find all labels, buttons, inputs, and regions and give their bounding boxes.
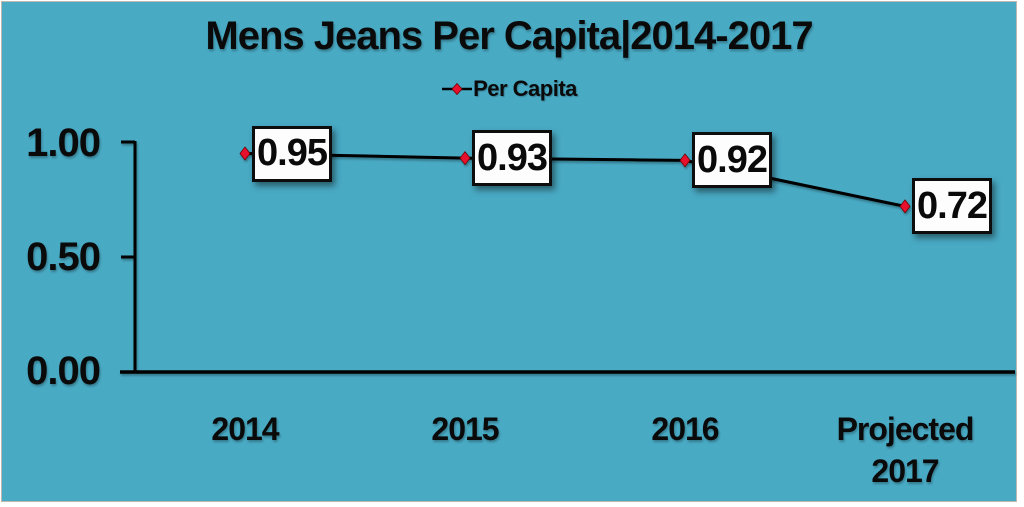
data-label: 0.93 xyxy=(472,130,552,187)
data-label: 0.95 xyxy=(252,125,332,182)
chart-title: Mens Jeans Per Capita|2014-2017 xyxy=(205,14,813,58)
x-axis-category-label: 2016 xyxy=(651,411,719,447)
data-point-diamond-icon xyxy=(459,150,471,166)
x-axis-category-label: Projected 2017 xyxy=(836,411,975,489)
data-label: 0.72 xyxy=(912,178,992,235)
y-axis-tick-label: 1.00 xyxy=(26,121,101,165)
legend-marker-icon xyxy=(442,82,473,96)
x-axis-category-label: 2015 xyxy=(431,411,499,447)
legend-label: Per Capita xyxy=(473,76,577,101)
data-point-diamond-icon xyxy=(239,146,251,161)
data-point-diamond-icon xyxy=(679,153,691,168)
legend: Per Capita xyxy=(2,76,1016,102)
y-axis-tick-label: 0.00 xyxy=(26,349,101,393)
y-axis-tick-label: 0.50 xyxy=(26,235,101,279)
series-line xyxy=(244,152,906,208)
data-point-diamond-icon xyxy=(899,199,911,214)
data-label: 0.92 xyxy=(692,132,772,189)
series-markers xyxy=(239,146,911,214)
x-axis-category-label: 2014 xyxy=(211,411,279,447)
